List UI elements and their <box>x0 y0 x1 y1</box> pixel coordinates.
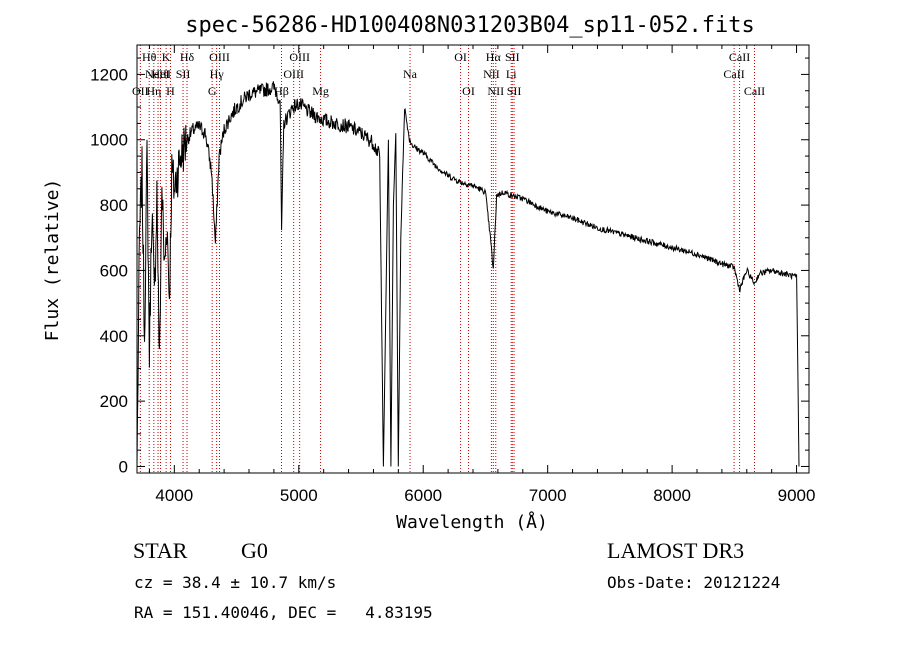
line-marker-label: Hθ <box>142 50 157 64</box>
line-marker-label: Hδ <box>180 50 195 64</box>
chart-title: spec-56286-HD100408N031203B04_sp11-052.f… <box>185 13 755 38</box>
line-marker-label: G <box>208 84 217 98</box>
object-subclass: G0 <box>241 538 268 563</box>
y-tick-label: 600 <box>100 261 128 280</box>
line-marker-label: OI <box>454 50 467 64</box>
y-tick-label: 1200 <box>90 65 128 84</box>
line-marker-label: Mg <box>312 84 329 98</box>
line-marker-label: NeIII <box>145 67 171 81</box>
y-axis: 0 200 400 600 800 1000 1200 <box>90 57 809 476</box>
line-marker-label: CaII <box>723 67 744 81</box>
redshift-line: cz = 38.4 ± 10.7 km/s <box>134 573 337 592</box>
coordinates-line: RA = 151.40046, DEC = 4.83195 <box>134 603 433 622</box>
y-tick-label: 800 <box>100 196 128 215</box>
line-marker-label: OIII <box>283 67 304 81</box>
x-tick-label: 7000 <box>529 486 567 505</box>
object-class: STAR <box>133 538 188 563</box>
y-tick-label: 0 <box>119 457 128 476</box>
line-marker-label: CaII <box>729 50 750 64</box>
line-marker-label: HeI <box>152 67 170 81</box>
line-marker-label: NII <box>483 67 500 81</box>
obs-date-line: Obs-Date: 20121224 <box>607 573 781 592</box>
spectrum-line <box>136 81 800 467</box>
line-marker-label: H <box>166 84 175 98</box>
x-tick-label: 8000 <box>653 486 691 505</box>
line-marker-label: SII <box>176 67 191 81</box>
line-marker-label: NII <box>487 84 504 98</box>
line-marker-label: OI <box>462 84 475 98</box>
y-tick-label: 200 <box>100 392 128 411</box>
x-tick-label: 6000 <box>404 486 442 505</box>
line-marker-label: Li <box>506 67 517 81</box>
line-marker-label: SII <box>505 50 520 64</box>
line-marker-group <box>139 45 755 473</box>
x-axis: 4000 5000 6000 7000 8000 9000 <box>148 45 816 505</box>
line-marker-label: Hβ <box>274 84 289 98</box>
x-axis-label: Wavelength (Å) <box>396 511 548 533</box>
survey-name: LAMOST DR3 <box>607 538 745 563</box>
line-marker-label: Hη <box>146 84 161 98</box>
line-marker-label-group: OIIHθHηNeIIIHeIKHSIIHδGHγOIIIHβOIIIOIIIM… <box>132 50 765 98</box>
x-tick-label: 4000 <box>155 486 193 505</box>
line-marker-label: SII <box>507 84 522 98</box>
y-tick-label: 1000 <box>90 131 128 150</box>
line-marker-label: OIII <box>209 50 230 64</box>
line-marker-label: CaII <box>744 84 765 98</box>
line-marker-label: Na <box>403 67 418 81</box>
x-tick-label: 9000 <box>778 486 816 505</box>
y-axis-label: Flux (relative) <box>42 179 63 342</box>
x-tick-label: 5000 <box>280 486 318 505</box>
line-marker-label: Hγ <box>210 67 225 81</box>
line-marker-label: K <box>162 50 171 64</box>
line-marker-label: Hα <box>486 50 502 64</box>
line-marker-label: OIII <box>289 50 310 64</box>
y-tick-label: 400 <box>100 327 128 346</box>
